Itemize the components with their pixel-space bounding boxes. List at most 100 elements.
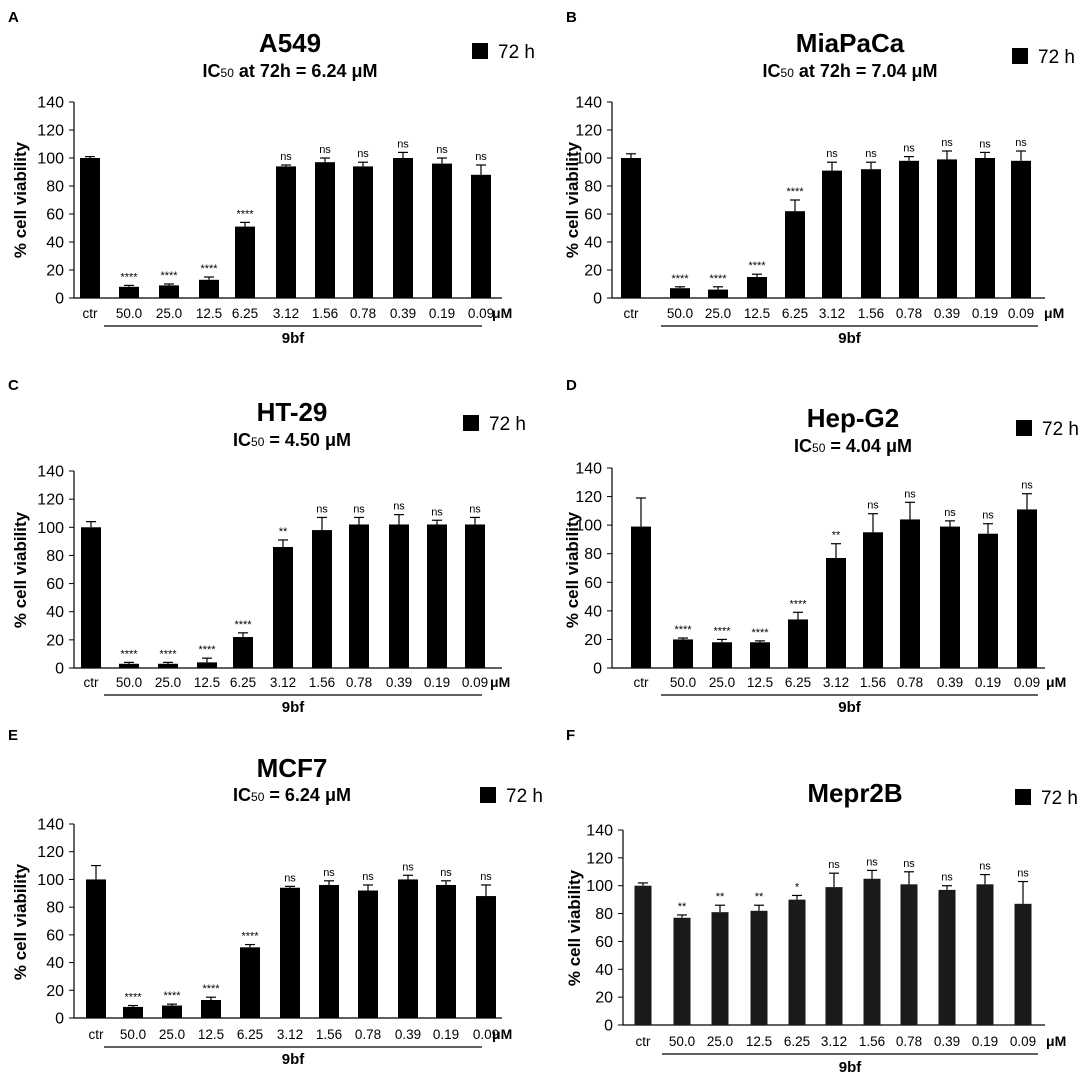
- panel-a-bar: [199, 279, 219, 298]
- panel-b-category-label: 12.5: [744, 306, 770, 321]
- panel-e-category-label: 0.09: [473, 1027, 499, 1042]
- panel-b-legend-swatch: [1012, 48, 1028, 64]
- panel-c-bar: [233, 637, 253, 668]
- panel-d-significance: ns: [1021, 480, 1033, 492]
- panel-b-ytick-label: 80: [584, 179, 602, 196]
- panel-f-bar: [1014, 903, 1032, 1025]
- panel-f-category-label: 25.0: [707, 1034, 733, 1049]
- panel-e-ytick-label: 100: [37, 872, 64, 889]
- panel-a-significance: ns: [436, 144, 448, 156]
- panel-a-letter: A: [8, 9, 19, 26]
- panel-f-bar: [634, 885, 652, 1025]
- panel-c-bar: [427, 524, 447, 668]
- panel-e-significance: ns: [362, 871, 374, 883]
- panel-c-significance: ****: [234, 619, 252, 631]
- panel-e-bar: [436, 884, 456, 1018]
- panel-b-category-label: 3.12: [819, 306, 845, 321]
- panel-a-ytick-label: 100: [37, 151, 64, 168]
- panel-a-significance: ns: [357, 148, 369, 160]
- panel-c-unit-label: μM: [490, 674, 510, 690]
- panel-b-category-label: ctr: [624, 306, 640, 321]
- panel-e-title: MCF7: [257, 753, 328, 783]
- panel-d-legend-label: 72 h: [1042, 419, 1079, 440]
- panel-b-title: MiaPaCa: [796, 28, 905, 58]
- panel-b-significance: ****: [786, 186, 804, 198]
- panel-a-ytick-label: 80: [46, 179, 64, 196]
- panel-a-ytick-label: 60: [46, 207, 64, 224]
- panel-f-ytick-label: 60: [595, 934, 613, 951]
- panel-e-category-label: 0.78: [355, 1027, 381, 1042]
- panel-d-ylabel: % cell viability: [563, 511, 582, 628]
- panel-c-category-label: 0.78: [346, 675, 372, 690]
- panel-b-bar: [621, 158, 641, 298]
- panel-e-bar: [240, 947, 260, 1018]
- panel-a-bar: [235, 226, 255, 298]
- panel-f-bar: [711, 912, 729, 1025]
- panel-b-category-label: 0.19: [972, 306, 998, 321]
- panel-b-category-label: 0.39: [934, 306, 960, 321]
- panel-a-category-label: 0.78: [350, 306, 376, 321]
- panel-d-category-label: 3.12: [823, 675, 849, 690]
- panel-f-bar: [863, 878, 881, 1025]
- panel-f-bar: [788, 899, 806, 1025]
- panel-b-unit-label: μM: [1044, 305, 1064, 321]
- panel-b-ytick-label: 40: [584, 235, 602, 252]
- panel-c-category-label: 3.12: [270, 675, 296, 690]
- panel-d-category-label: ctr: [634, 675, 650, 690]
- panel-d-group-label: 9bf: [838, 699, 862, 716]
- panel-e-ytick-label: 80: [46, 900, 64, 917]
- panel-f-unit-label: μM: [1046, 1033, 1066, 1049]
- panel-a-category-label: 0.19: [429, 306, 455, 321]
- panel-f-title: Mepr2B: [807, 778, 902, 808]
- panel-d-significance: **: [832, 530, 841, 542]
- panel-b-significance: ****: [709, 273, 727, 285]
- panel-e-bar: [476, 896, 496, 1018]
- panel-f-category-label: 0.78: [896, 1034, 922, 1049]
- panel-b-bar: [975, 158, 995, 298]
- panel-b-significance: ns: [865, 148, 877, 160]
- panel-d-bar: [863, 532, 883, 668]
- panel-d-bar: [712, 642, 732, 668]
- panel-c-title: HT-29: [257, 397, 328, 427]
- panel-b-bar: [670, 288, 690, 298]
- panel-b-ytick-label: 100: [575, 151, 602, 168]
- panel-c-significance: ****: [120, 648, 138, 660]
- panel-c-ylabel: % cell viability: [11, 511, 30, 628]
- panel-a-category-label: 3.12: [273, 306, 299, 321]
- panel-f-significance: **: [678, 901, 687, 913]
- panel-a-bar: [471, 174, 491, 298]
- panel-f-letter: F: [566, 727, 575, 744]
- panel-d-title: Hep-G2: [807, 403, 899, 433]
- panel-a-bar: [393, 158, 413, 298]
- panel-b-ytick-label: 140: [575, 95, 602, 112]
- panel-d-ytick-label: 120: [575, 489, 602, 506]
- panel-b-ytick-label: 0: [593, 291, 602, 308]
- panel-f-legend-label: 72 h: [1041, 788, 1078, 809]
- panel-b-significance: ns: [826, 148, 838, 160]
- panel-a-bar: [80, 158, 100, 298]
- panel-a-category-label: 12.5: [196, 306, 222, 321]
- panel-f-significance: *: [795, 881, 800, 893]
- panel-e-significance: ns: [402, 861, 414, 873]
- panel-d-significance: ns: [982, 510, 994, 522]
- panel-c-significance: ****: [198, 644, 216, 656]
- panel-f-category-label: ctr: [636, 1034, 652, 1049]
- panel-c-bar: [389, 524, 409, 668]
- panel-b-bar: [822, 170, 842, 298]
- panel-f-ytick-label: 120: [586, 850, 613, 867]
- panel-e-ytick-label: 20: [46, 983, 64, 1000]
- panel-b-bar: [747, 277, 767, 298]
- panel-e-significance: ns: [480, 871, 492, 883]
- panel-f-category-label: 50.0: [669, 1034, 695, 1049]
- panel-f-bar: [750, 910, 768, 1025]
- panel-c-ytick-label: 140: [37, 464, 64, 481]
- panel-d-ytick-label: 0: [593, 661, 602, 678]
- panel-d-legend-swatch: [1016, 420, 1032, 436]
- panel-e-category-label: ctr: [89, 1027, 105, 1042]
- panel-c-ytick-label: 0: [55, 661, 64, 678]
- panel-a-bar: [159, 285, 179, 298]
- panel-f-ytick-label: 40: [595, 962, 613, 979]
- panel-d-bar: [940, 526, 960, 668]
- panel-d-category-label: 0.19: [975, 675, 1001, 690]
